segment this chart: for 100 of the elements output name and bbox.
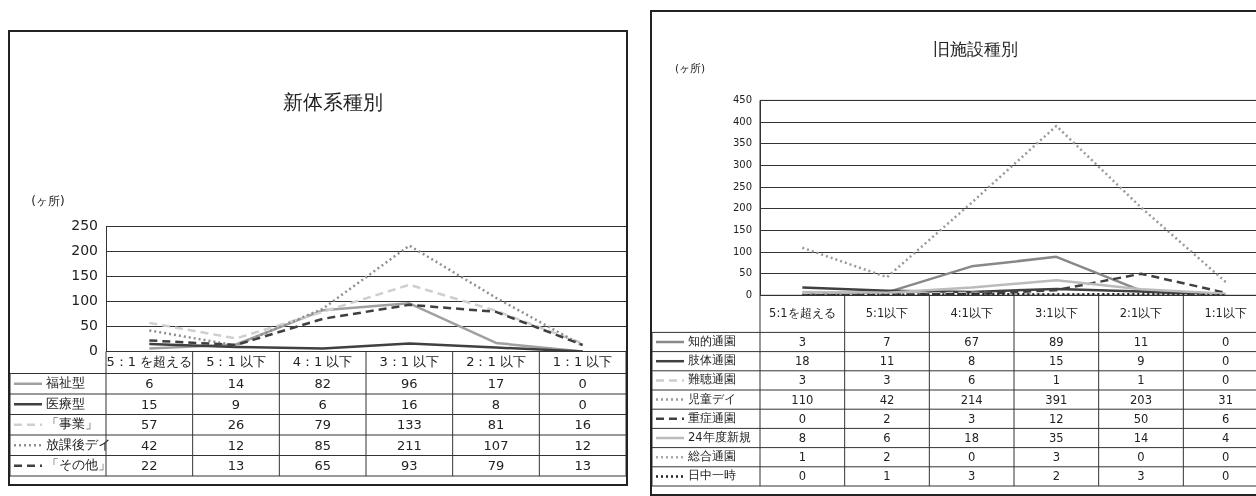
data-label: 31 (1218, 392, 1233, 407)
data-label: 11 (879, 354, 895, 369)
y-tick-label: 150 (71, 266, 98, 283)
x-tick-label: 1：1 以下 (552, 354, 613, 370)
x-tick-label: 5：1 以下 (206, 354, 266, 370)
data-label: 203 (1130, 392, 1152, 407)
data-label: 0 (968, 450, 976, 465)
x-tick-label: 5:1を超える (769, 306, 836, 321)
data-label: 0 (578, 396, 587, 412)
data-label: 3 (883, 373, 891, 388)
data-label: 16 (574, 417, 591, 433)
chart-title: 旧施設種別 (932, 38, 1018, 59)
data-label: 65 (314, 458, 331, 474)
legend-label: 知的通園 (688, 333, 736, 348)
y-axis-title: (ヶ所) (31, 194, 65, 209)
data-label: 110 (791, 392, 814, 407)
y-axis-title: (ヶ所) (674, 61, 706, 74)
data-label: 3 (798, 373, 806, 388)
data-label: 1 (1137, 373, 1145, 388)
data-label: 81 (487, 417, 505, 433)
data-label: 0 (798, 411, 806, 426)
data-label: 0 (578, 376, 587, 392)
data-label: 14 (227, 376, 245, 392)
data-label: 0 (798, 469, 806, 484)
data-label: 79 (487, 458, 505, 474)
data-label: 16 (401, 396, 418, 412)
data-label: 15 (141, 396, 158, 412)
data-label: 26 (227, 417, 245, 433)
legend-label: 日中一時 (688, 468, 736, 483)
x-tick-label: 5:1以下 (865, 306, 909, 321)
data-label: 211 (396, 437, 422, 453)
data-label: 57 (141, 417, 158, 433)
data-label: 12 (227, 437, 245, 453)
legend-label: 総合通園 (687, 449, 736, 464)
data-label: 1 (1052, 373, 1060, 388)
y-tick-label: 200 (71, 241, 98, 258)
data-label: 67 (964, 334, 979, 349)
y-tick-label: 300 (732, 158, 752, 170)
data-label: 3 (1137, 469, 1145, 484)
x-tick-label: 4：1 以下 (292, 354, 353, 370)
y-tick-label: 150 (732, 223, 752, 235)
data-label: 85 (314, 437, 331, 453)
y-tick-label: 250 (732, 180, 752, 192)
y-tick-label: 50 (739, 267, 752, 279)
data-label: 8 (491, 396, 501, 412)
legend-label: 福祉型 (46, 375, 85, 391)
data-label: 6 (968, 373, 976, 388)
x-tick-label: 2：1 以下 (466, 354, 526, 370)
data-label: 391 (1045, 392, 1068, 407)
data-label: 9 (231, 396, 241, 412)
x-tick-label: 1:1以下 (1204, 306, 1247, 321)
data-label: 35 (1049, 430, 1064, 445)
data-label: 18 (795, 354, 810, 369)
data-label: 7 (883, 334, 891, 349)
data-label: 2 (1052, 469, 1060, 484)
legend-label: 「その他」 (46, 457, 111, 473)
data-label: 4 (1222, 430, 1230, 445)
data-label: 1 (883, 469, 891, 484)
y-tick-label: 100 (732, 245, 752, 257)
data-label: 79 (314, 417, 331, 433)
data-label: 6 (1222, 411, 1230, 426)
y-tick-label: 400 (732, 115, 752, 127)
x-tick-label: 3：1 以下 (379, 354, 440, 370)
data-label: 0 (1222, 334, 1230, 349)
y-tick-label: 200 (732, 202, 752, 214)
data-label: 8 (968, 354, 976, 369)
data-label: 42 (141, 437, 158, 453)
data-label: 12 (1049, 411, 1064, 426)
y-tick-label: 0 (89, 342, 98, 359)
legend-label: 24年度新規 (688, 429, 751, 444)
data-label: 3 (1052, 450, 1060, 465)
data-label: 11 (1133, 334, 1149, 349)
chart-title: 新体系種別 (283, 90, 383, 115)
data-label: 0 (1222, 450, 1230, 465)
data-label: 18 (964, 430, 979, 445)
y-tick-label: 350 (732, 137, 752, 149)
legend-label: 放課後デイ (46, 436, 111, 452)
x-tick-label: 5：1 を超える (106, 354, 193, 370)
x-tick-label: 3:1以下 (1035, 306, 1078, 321)
data-label: 6 (145, 376, 154, 392)
data-label: 2 (883, 450, 891, 465)
legend-label: 重症通園 (688, 410, 736, 425)
data-label: 0 (1222, 354, 1230, 369)
x-tick-label: 4:1以下 (950, 306, 993, 321)
x-tick-label: 2:1以下 (1119, 306, 1163, 321)
data-label: 6 (318, 396, 327, 412)
legend-label: 難聴通園 (688, 372, 736, 387)
y-tick-label: 100 (71, 291, 98, 308)
data-label: 2 (883, 411, 891, 426)
data-label: 13 (574, 458, 591, 474)
legend-label: 児童デイ (688, 391, 736, 406)
data-label: 14 (1133, 430, 1149, 445)
data-label: 12 (574, 437, 591, 453)
y-tick-label: 50 (80, 317, 98, 334)
y-tick-label: 450 (732, 93, 752, 105)
data-label: 0 (1222, 469, 1230, 484)
data-label: 3 (798, 334, 806, 349)
data-label: 15 (1049, 354, 1064, 369)
data-label: 50 (1133, 411, 1149, 426)
data-label: 89 (1049, 334, 1064, 349)
